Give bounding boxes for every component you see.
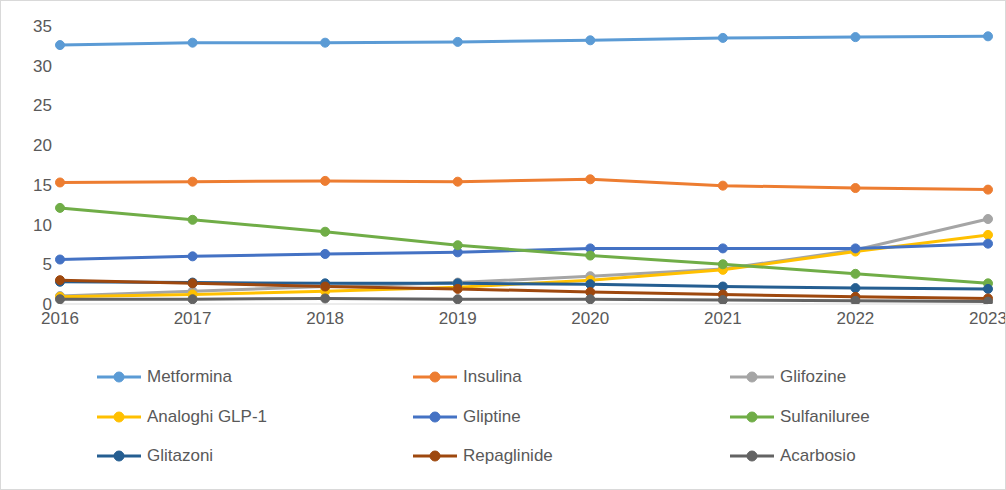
- svg-text:5: 5: [43, 255, 52, 274]
- svg-text:30: 30: [33, 57, 52, 76]
- html-text:Insulina: Insulina: [463, 367, 522, 386]
- html-text:Metformina: Metformina: [147, 367, 232, 386]
- svg-text:2023: 2023: [969, 309, 998, 328]
- html-text:Sulfaniluree: Sulfaniluree: [780, 406, 870, 426]
- html-text:Acarbosio: Acarbosio: [780, 446, 856, 465]
- svg-text:20: 20: [33, 136, 52, 155]
- svg-text:2019: 2019: [439, 309, 477, 328]
- html-text:Gliptine: Gliptine: [463, 406, 521, 426]
- svg-text:35: 35: [33, 17, 52, 36]
- svg-text:2017: 2017: [174, 309, 212, 328]
- html-text:Glitazoni: Glitazoni: [147, 446, 214, 465]
- svg-text:25: 25: [33, 96, 52, 115]
- svg-text:0: 0: [43, 295, 52, 314]
- html-text:Analoghi GLP-1: Analoghi GLP-1: [147, 406, 267, 426]
- svg-text:2018: 2018: [306, 309, 344, 328]
- svg-text:2016: 2016: [41, 309, 79, 329]
- svg-text:2020: 2020: [571, 309, 609, 328]
- svg-text:2022: 2022: [837, 309, 875, 328]
- html-text:Glifozine: Glifozine: [780, 367, 847, 386]
- svg-text:15: 15: [33, 176, 52, 195]
- svg-text:2021: 2021: [704, 309, 742, 328]
- html-text:Repaglinide: Repaglinide: [463, 446, 553, 465]
- svg-text:10: 10: [33, 216, 52, 235]
